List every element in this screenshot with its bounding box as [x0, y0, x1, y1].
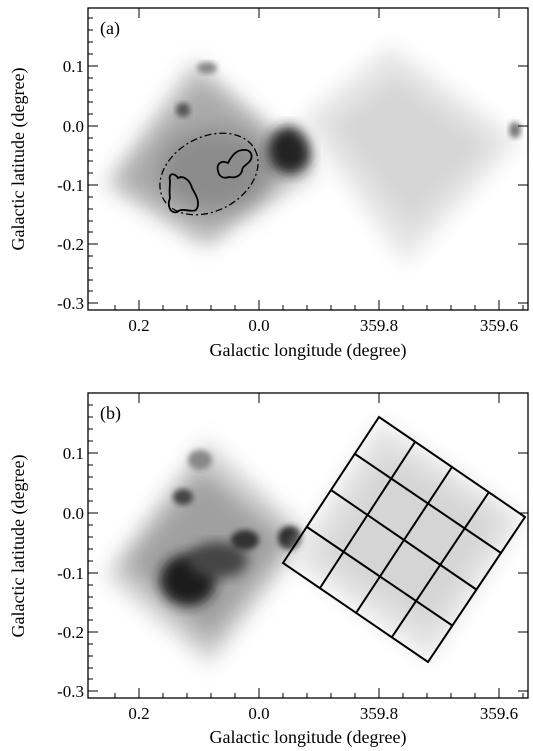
panel-b-xtick-label: 0.0	[248, 704, 269, 723]
panel-a: 0.1 0.0 -0.1 -0.2 -0.3 0.2 0.0 359.8 359…	[8, 7, 529, 361]
panel-b-xtick-label: 359.8	[360, 704, 398, 723]
panel-b-xray-image	[105, 420, 525, 665]
panel-b-x-ticks	[114, 393, 524, 698]
panel-b-y-ticks	[88, 404, 528, 692]
panel-b-frame	[87, 392, 529, 699]
panel-a-ylabel: Galactic latitude (degree)	[8, 68, 29, 251]
panel-a-dashed-ellipse	[159, 132, 259, 216]
panel-a-contour-left	[167, 173, 199, 214]
panel-b-ytick-label: 0.0	[63, 504, 84, 523]
panel-b-grid	[281, 415, 527, 664]
panel-b-label: (b)	[100, 403, 121, 424]
panel-b-ytick-label: -0.2	[57, 623, 84, 642]
panel-b-xlabel: Galactic longitude (degree)	[210, 727, 407, 748]
panel-a-xtick-label: 0.0	[248, 316, 269, 335]
panel-a-xtick-label: 359.6	[480, 316, 518, 335]
panel-a-xray-image	[105, 45, 521, 265]
panel-a-xlabel: Galactic longitude (degree)	[210, 340, 407, 361]
panel-b-xtick-label: 0.2	[128, 704, 149, 723]
panel-a-xtick-label: 0.2	[128, 316, 149, 335]
panel-a-xtick-label: 359.8	[360, 316, 398, 335]
panel-a-x-ticks	[114, 8, 524, 310]
panel-a-frame	[87, 7, 529, 311]
panel-b-ytick-label: 0.1	[63, 444, 84, 463]
panel-a-y-ticks	[88, 17, 528, 304]
panel-b-xtick-label: 359.6	[480, 704, 518, 723]
panel-a-ytick-label: 0.0	[63, 117, 84, 136]
panel-a-ytick-label: -0.1	[57, 176, 84, 195]
panel-a-contour-right	[216, 149, 253, 179]
panel-b-ytick-label: -0.3	[57, 682, 84, 701]
panel-a-ytick-label: 0.1	[63, 57, 84, 76]
panel-a-ytick-label: -0.3	[57, 294, 84, 313]
panel-b: 0.1 0.0 -0.1 -0.2 -0.3 0.2 0.0 359.8 359…	[8, 392, 529, 748]
panel-b-grid-outline	[281, 415, 527, 664]
panel-b-ylabel: Galactic latitude (degree)	[8, 455, 29, 638]
panel-a-ytick-label: -0.2	[57, 235, 84, 254]
panel-a-label: (a)	[100, 18, 120, 39]
panel-b-ytick-label: -0.1	[57, 564, 84, 583]
